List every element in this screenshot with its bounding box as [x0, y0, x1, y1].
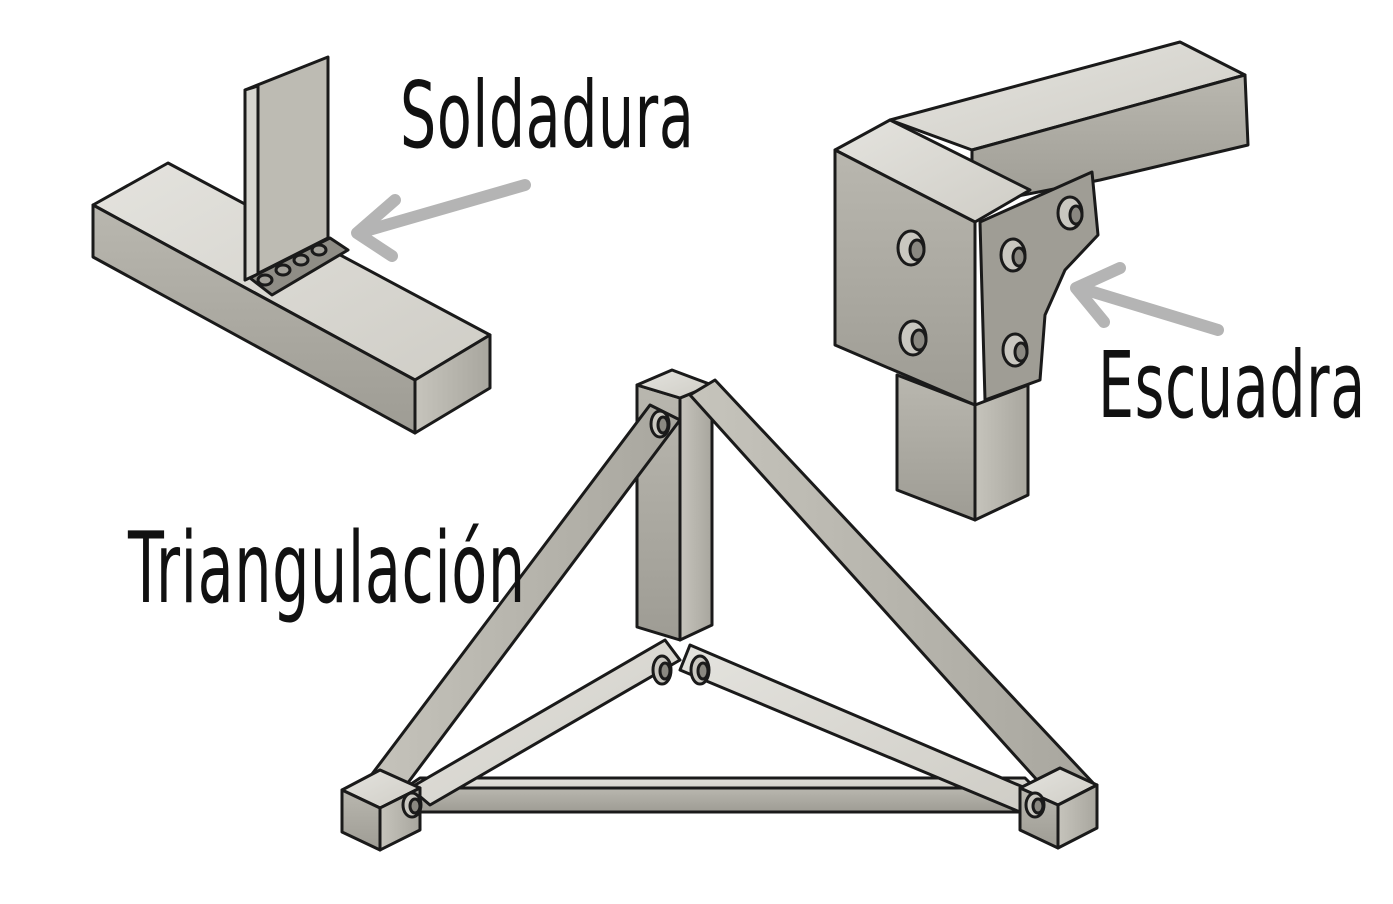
- arrow-icon: [1070, 262, 1224, 336]
- truss-inner-diagonal-left: [408, 638, 682, 807]
- bracket-joint-figure: [833, 40, 1250, 522]
- weld-plate-edge: [243, 84, 260, 282]
- truss-base-bar: [403, 786, 1037, 814]
- weld-joint-figure: [91, 55, 492, 435]
- bolt-icon: [401, 409, 1046, 819]
- bracket-post-side: [973, 383, 1030, 522]
- bolt-icon: [896, 195, 1084, 368]
- weld-beam-end: [413, 333, 492, 435]
- label-soldadura: Soldadura: [400, 62, 695, 169]
- label-triangulacion: Triangulación: [128, 512, 526, 626]
- truss-post-side: [678, 383, 714, 642]
- truss-figure: [340, 368, 1099, 852]
- label-escuadra: Escuadra: [1098, 332, 1366, 439]
- arrow-icon: [351, 179, 531, 262]
- weld-bead-icon: [248, 236, 350, 297]
- truss-corner-right-side: [1056, 783, 1099, 850]
